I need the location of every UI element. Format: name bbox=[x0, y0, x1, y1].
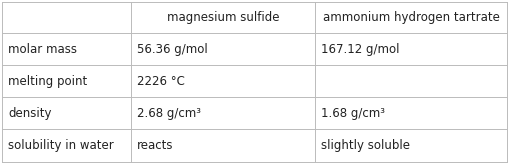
Text: 56.36 g/mol: 56.36 g/mol bbox=[137, 43, 208, 56]
Text: 2.68 g/cm³: 2.68 g/cm³ bbox=[137, 107, 201, 120]
Text: molar mass: molar mass bbox=[8, 43, 77, 56]
Text: slightly soluble: slightly soluble bbox=[321, 139, 410, 152]
Text: reacts: reacts bbox=[137, 139, 173, 152]
Text: melting point: melting point bbox=[8, 75, 87, 88]
Text: 167.12 g/mol: 167.12 g/mol bbox=[321, 43, 400, 56]
Text: solubility in water: solubility in water bbox=[8, 139, 114, 152]
Text: magnesium sulfide: magnesium sulfide bbox=[166, 11, 279, 24]
Text: density: density bbox=[8, 107, 51, 120]
Text: 1.68 g/cm³: 1.68 g/cm³ bbox=[321, 107, 385, 120]
Text: ammonium hydrogen tartrate: ammonium hydrogen tartrate bbox=[323, 11, 499, 24]
Text: 2226 °C: 2226 °C bbox=[137, 75, 185, 88]
